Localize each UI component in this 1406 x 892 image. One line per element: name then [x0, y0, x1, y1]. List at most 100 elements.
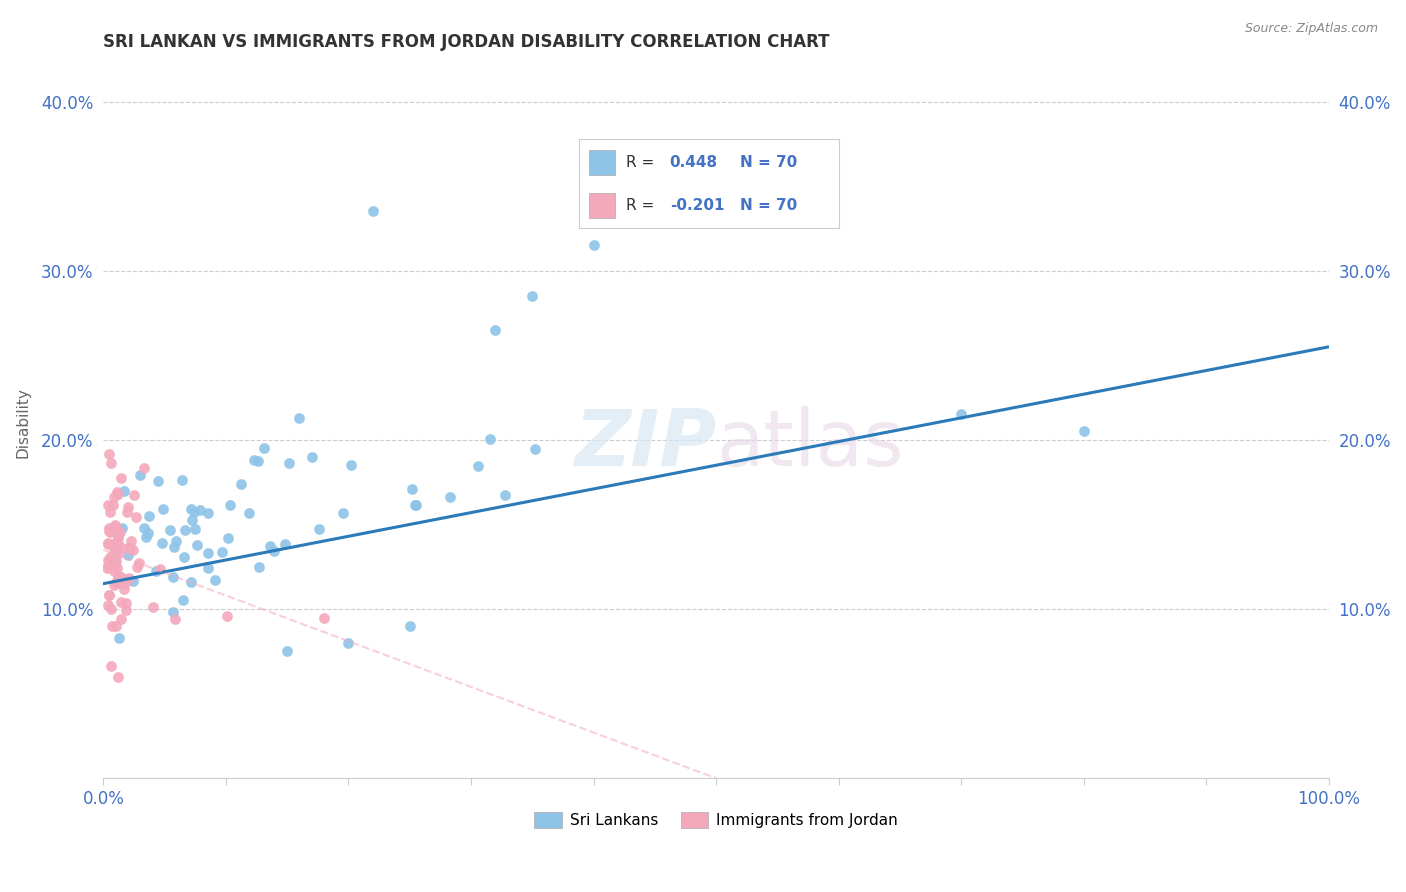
Point	[110, 594, 132, 608]
Point	[219, 498, 242, 512]
Point	[188, 503, 211, 517]
Point	[522, 289, 544, 303]
Text: -0.201: -0.201	[669, 198, 724, 212]
Point	[404, 498, 426, 512]
Point	[253, 441, 276, 455]
Point	[107, 569, 129, 583]
Point	[118, 571, 141, 585]
Point	[301, 450, 323, 464]
Point	[180, 574, 202, 589]
Point	[125, 510, 148, 524]
Text: R =: R =	[626, 198, 658, 212]
Point	[98, 549, 121, 564]
Point	[494, 488, 516, 502]
Point	[101, 618, 124, 632]
Point	[105, 574, 128, 589]
Point	[111, 521, 134, 535]
Point	[467, 459, 489, 474]
Point	[127, 560, 149, 574]
Point	[97, 589, 120, 603]
Point	[165, 533, 187, 548]
Point	[104, 554, 127, 568]
Point	[103, 578, 125, 592]
Point	[105, 619, 128, 633]
Point	[217, 532, 239, 546]
Text: Source: ZipAtlas.com: Source: ZipAtlas.com	[1244, 22, 1378, 36]
Point	[263, 544, 285, 558]
Legend: Sri Lankans, Immigrants from Jordan: Sri Lankans, Immigrants from Jordan	[529, 806, 904, 835]
Point	[97, 524, 120, 539]
Point	[401, 483, 423, 497]
Point	[146, 475, 169, 489]
Point	[100, 658, 122, 673]
Point	[135, 530, 157, 544]
Point	[273, 537, 295, 551]
Point	[112, 582, 135, 597]
Point	[97, 447, 120, 461]
Point	[181, 513, 204, 527]
Point	[287, 410, 309, 425]
Point	[96, 560, 118, 574]
Point	[107, 670, 129, 684]
Bar	[589, 150, 614, 175]
Point	[259, 539, 281, 553]
Text: ZIP: ZIP	[574, 406, 716, 483]
Point	[96, 598, 118, 612]
Point	[197, 561, 219, 575]
Point	[97, 537, 120, 551]
Point	[103, 564, 125, 578]
Point	[180, 502, 202, 516]
Text: R =: R =	[626, 155, 658, 169]
Point	[122, 574, 145, 589]
Point	[112, 484, 135, 499]
Point	[142, 600, 165, 615]
Point	[107, 529, 129, 543]
Point	[145, 565, 167, 579]
Point	[97, 535, 120, 549]
Point	[107, 632, 129, 646]
Text: SRI LANKAN VS IMMIGRANTS FROM JORDAN DISABILITY CORRELATION CHART: SRI LANKAN VS IMMIGRANTS FROM JORDAN DIS…	[103, 33, 830, 51]
Point	[104, 543, 127, 558]
Point	[484, 323, 506, 337]
Point	[217, 608, 239, 623]
Point	[98, 588, 121, 602]
Point	[104, 524, 127, 538]
Point	[340, 458, 363, 473]
Point	[247, 559, 270, 574]
Point	[101, 554, 124, 568]
Point	[117, 500, 139, 515]
Point	[197, 507, 219, 521]
Point	[276, 644, 298, 658]
Point	[100, 601, 122, 615]
Point	[211, 545, 233, 559]
Point	[100, 456, 122, 470]
Point	[173, 550, 195, 565]
Point	[183, 504, 205, 518]
Point	[132, 460, 155, 475]
Point	[104, 520, 127, 534]
Point	[97, 498, 120, 512]
Point	[101, 498, 124, 512]
Point	[163, 612, 186, 626]
Point	[110, 612, 132, 626]
Text: N = 70: N = 70	[740, 155, 797, 169]
Point	[110, 471, 132, 485]
Point	[172, 473, 194, 487]
Point	[134, 520, 156, 534]
Point	[97, 552, 120, 566]
Point	[101, 537, 124, 551]
Point	[103, 490, 125, 504]
Point	[104, 517, 127, 532]
Point	[243, 453, 266, 467]
Point	[337, 636, 360, 650]
Point	[108, 575, 131, 590]
Point	[398, 619, 420, 633]
Point	[361, 204, 384, 219]
Point	[107, 532, 129, 546]
Point	[308, 522, 330, 536]
Point	[105, 537, 128, 551]
Point	[238, 506, 260, 520]
Point	[246, 454, 269, 468]
Point	[105, 561, 128, 575]
Point	[582, 238, 605, 252]
